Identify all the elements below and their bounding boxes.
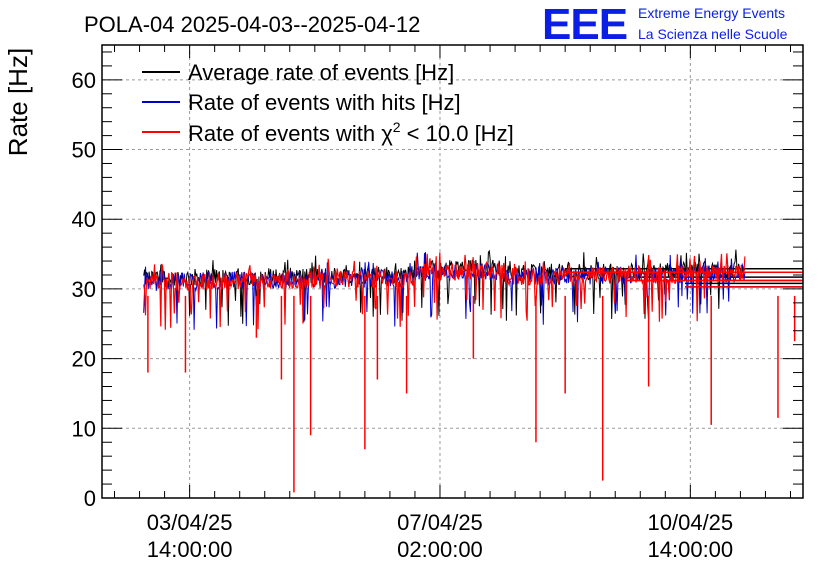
x-tick-time: 14:00:00 [147,537,233,562]
plot-border [101,44,804,499]
x-tick-time: 14:00:00 [648,537,734,562]
x-tick-time: 02:00:00 [397,537,483,562]
y-tick-label: 40 [72,207,96,232]
y-tick-label: 30 [72,277,96,302]
x-axis-ticks: 03/04/2514:00:0007/04/2502:00:0010/04/25… [114,45,791,562]
logo-line1: Extreme Energy Events [638,5,785,21]
series-line-2 [143,252,746,330]
x-tick-date: 07/04/25 [397,510,483,535]
series-line-1 [143,252,746,330]
data-series [143,249,803,493]
plot-frame [101,44,804,499]
legend-label-hits: Rate of events with hits [Hz] [188,90,461,115]
chart-title: POLA-04 2025-04-03--2025-04-12 [84,12,420,37]
eee-logo: EEE Extreme Energy Events La Scienza nel… [542,0,788,49]
y-tick-label: 20 [72,347,96,372]
series-line-0 [143,249,746,326]
legend-label-average: Average rate of events [Hz] [188,60,454,85]
y-tick-label: 50 [72,138,96,163]
y-tick-label: 0 [84,486,96,511]
legend: Average rate of events [Hz] Rate of even… [142,60,514,146]
legend-label-chi2: Rate of events with χ2 < 10.0 [Hz] [188,119,514,146]
x-tick-date: 10/04/25 [648,510,734,535]
y-axis-ticks: 0 10 20 30 40 50 60 [72,51,803,511]
x-tick-date: 03/04/25 [147,510,233,535]
logo-line2: La Scienza nelle Scuole [638,26,788,42]
logo-mark: EEE [542,0,627,49]
y-tick-label: 60 [72,68,96,93]
y-tick-label: 10 [72,416,96,441]
y-axis-label: Rate [Hz] [3,48,33,156]
